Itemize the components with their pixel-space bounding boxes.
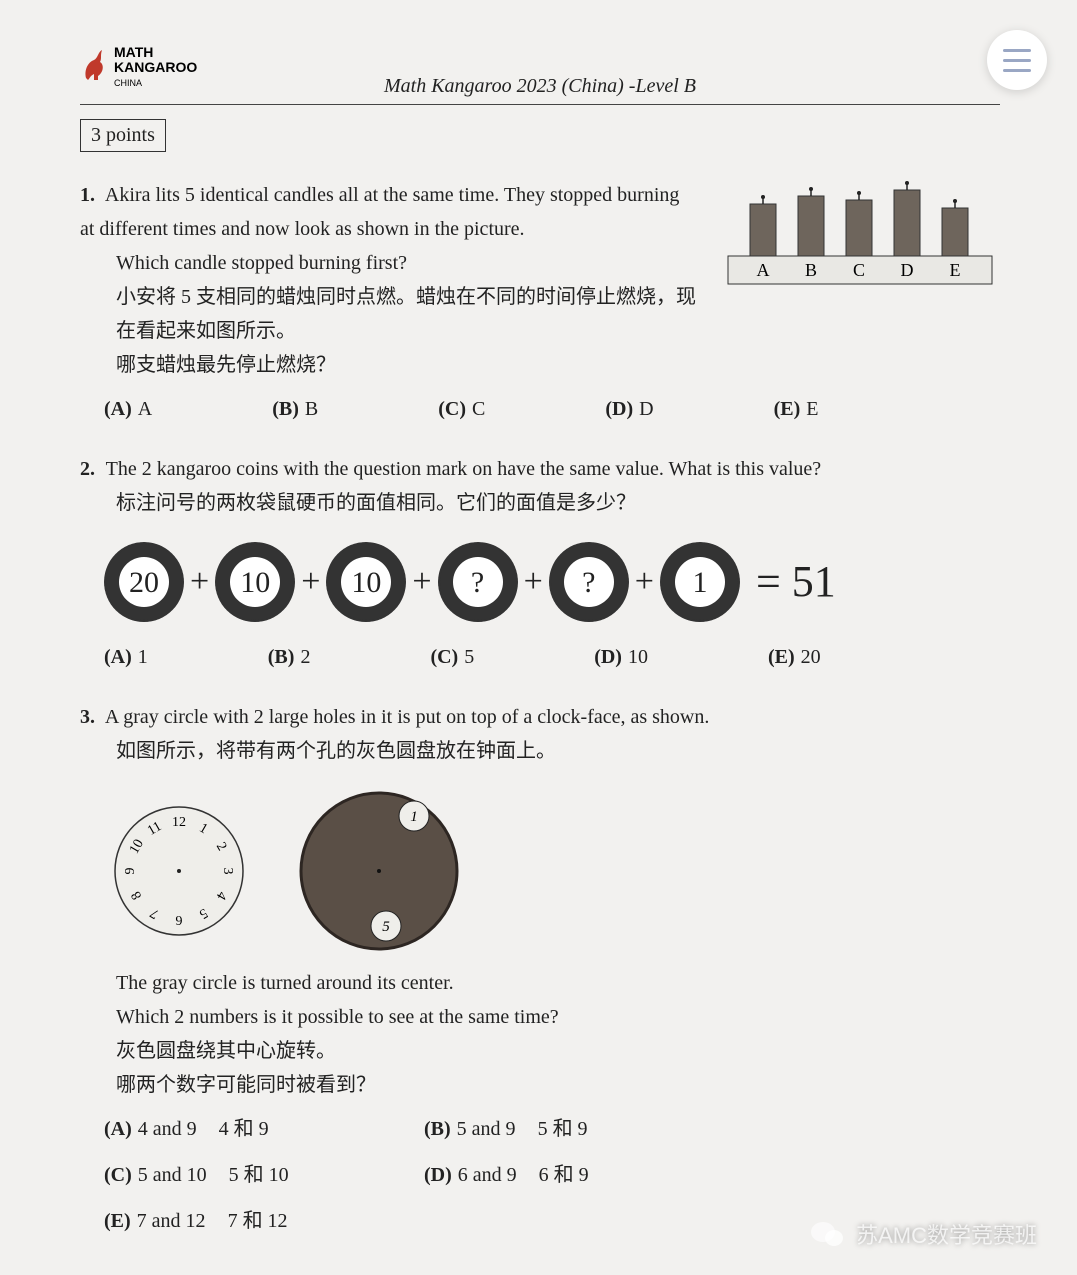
q3-text-en2: The gray circle is turned around its cen… (116, 966, 1000, 1000)
svg-text:3: 3 (220, 868, 235, 875)
coin-3: 10 (326, 542, 406, 622)
svg-text:E: E (950, 260, 961, 280)
q3-option-E: (E)7 and 12 7 和 12 (104, 1204, 354, 1238)
coins-equation: 20+ 10+ 10+ ?+ ?+ 1 = 51 (104, 542, 1000, 622)
q3-text-en3: Which 2 numbers is it possible to see at… (116, 1000, 1000, 1034)
q2-option-C: (C)5 (430, 640, 474, 674)
coin-4: ? (438, 542, 518, 622)
q3-number: 3. (80, 706, 95, 728)
q1-text-zh1: 小安将 5 支相同的蜡烛同时点燃。蜡烛在不同的时间停止燃烧，现在看起来如图所示。 (116, 280, 698, 348)
coin-6: 1 (660, 542, 740, 622)
q3-option-C: (C)5 and 10 5 和 10 (104, 1158, 354, 1192)
logo-line1: MATH (114, 44, 153, 60)
q3-text-zh2: 灰色圆盘绕其中心旋转。 (116, 1034, 1000, 1068)
equation-rhs: = 51 (756, 545, 836, 620)
q1-option-C: (C)C (438, 392, 485, 426)
points-heading: 3 points (80, 119, 166, 152)
svg-text:B: B (805, 260, 817, 280)
question-3: 3. A gray circle with 2 large holes in i… (80, 700, 1000, 1238)
q1-option-D: (D)D (605, 392, 653, 426)
svg-text:D: D (901, 260, 914, 280)
q2-option-D: (D)10 (594, 640, 648, 674)
q3-text-zh1: 如图所示，将带有两个孔的灰色圆盘放在钟面上。 (116, 734, 1000, 768)
q1-text-en2: Which candle stopped burning first? (116, 246, 698, 280)
document-page: MATH KANGAROO CHINA Math Kangaroo 2023 (… (80, 55, 1000, 1238)
q3-text-zh3: 哪两个数字可能同时被看到？ (116, 1068, 1000, 1102)
svg-text:9: 9 (123, 868, 138, 875)
q1-text-zh2: 哪支蜡烛最先停止燃烧？ (116, 348, 1000, 382)
q3-option-D: (D)6 and 9 6 和 9 (424, 1158, 674, 1192)
question-1: 1. Akira lits 5 identical candles all at… (80, 178, 1000, 426)
q1-option-B: (B)B (272, 392, 318, 426)
svg-text:6: 6 (176, 912, 183, 927)
page-title: Math Kangaroo 2023 (China) -Level B (80, 75, 1000, 98)
q1-number: 1. (80, 184, 95, 206)
q3-option-B: (B)5 and 9 5 和 9 (424, 1112, 674, 1146)
coin-5: ? (549, 542, 629, 622)
svg-text:A: A (757, 260, 770, 280)
coin-2: 10 (215, 542, 295, 622)
coin-1: 20 (104, 542, 184, 622)
q2-option-E: (E)20 (768, 640, 821, 674)
q3-text-en1: A gray circle with 2 large holes in it i… (105, 706, 709, 728)
page-header: MATH KANGAROO CHINA Math Kangaroo 2023 (… (80, 55, 1000, 105)
svg-text:12: 12 (172, 815, 186, 830)
q2-number: 2. (80, 458, 95, 480)
logo-line2: KANGAROO (114, 59, 197, 75)
q2-text-en: The 2 kangaroo coins with the question m… (106, 458, 822, 480)
svg-text:1: 1 (410, 809, 418, 825)
svg-text:5: 5 (382, 919, 390, 935)
q2-option-A: (A)1 (104, 640, 148, 674)
wechat-icon (810, 1220, 844, 1248)
question-2: 2. The 2 kangaroo coins with the questio… (80, 452, 1000, 674)
q2-text-zh: 标注问号的两枚袋鼠硬币的面值相同。它们的面值是多少？ (116, 486, 1000, 520)
q3-figure: 121234567891011 15 (104, 786, 1000, 956)
svg-text:C: C (853, 260, 865, 280)
watermark-text: 苏AMC数学竞赛班 (856, 1218, 1037, 1250)
menu-button[interactable] (987, 30, 1047, 90)
menu-bar-icon (1003, 49, 1031, 52)
watermark: 苏AMC数学竞赛班 (810, 1218, 1037, 1250)
menu-bar-icon (1003, 69, 1031, 72)
q1-option-E: (E)E (774, 392, 819, 426)
menu-bar-icon (1003, 59, 1031, 62)
q1-text-en1: Akira lits 5 identical candles all at th… (80, 184, 679, 240)
q2-option-B: (B)2 (268, 640, 311, 674)
q1-option-A: (A)A (104, 392, 152, 426)
candles-figure: A B C D E (720, 178, 1000, 288)
q3-option-A: (A)4 and 9 4 和 9 (104, 1112, 354, 1146)
